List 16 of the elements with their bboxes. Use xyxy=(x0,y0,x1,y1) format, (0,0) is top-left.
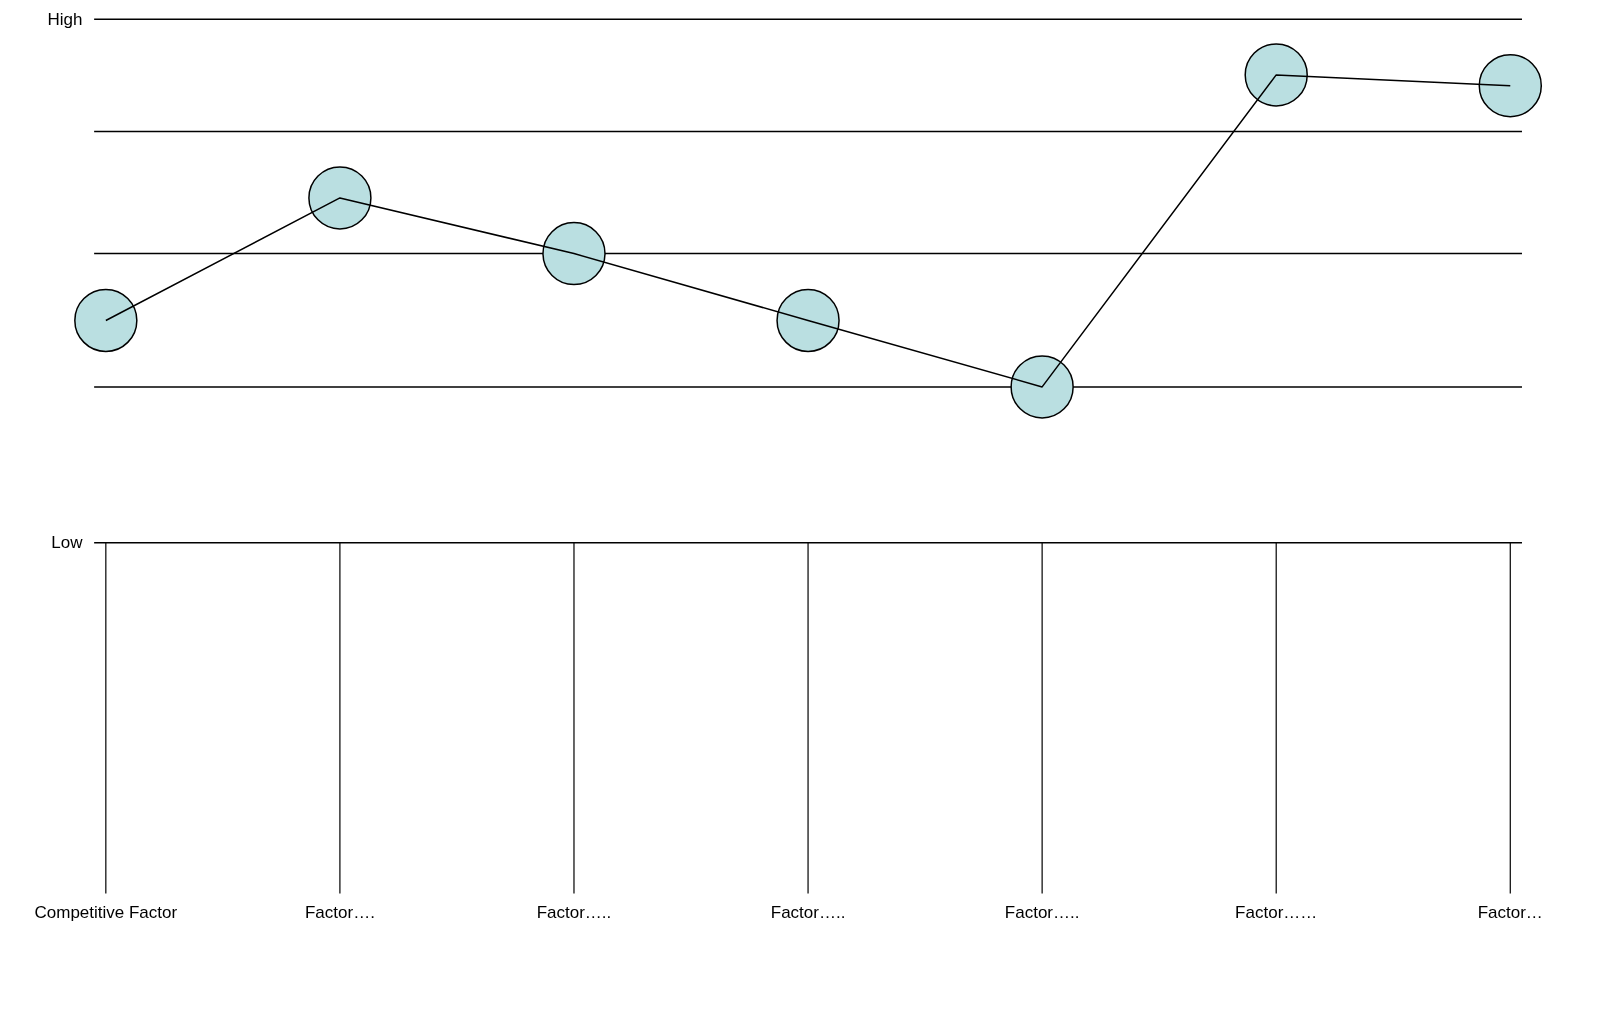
point xyxy=(1244,43,1308,107)
point xyxy=(1478,53,1543,118)
point xyxy=(542,221,606,286)
x-tick-label: Competitive Factor xyxy=(34,902,178,922)
x-tick-label: Factor….. xyxy=(1004,902,1080,922)
x-tick-label: Factor….. xyxy=(536,902,612,922)
x-tick-label: Factor…. xyxy=(304,902,375,922)
x-tick-label: Factor….. xyxy=(770,902,846,922)
point xyxy=(74,288,138,353)
x-tick-label: Factor…… xyxy=(1235,902,1318,922)
text: High xyxy=(47,9,83,29)
point xyxy=(308,166,372,230)
text: Low xyxy=(51,533,84,553)
point xyxy=(1010,355,1074,419)
x-tick-label: Factor… xyxy=(1477,902,1543,922)
point xyxy=(776,288,840,353)
